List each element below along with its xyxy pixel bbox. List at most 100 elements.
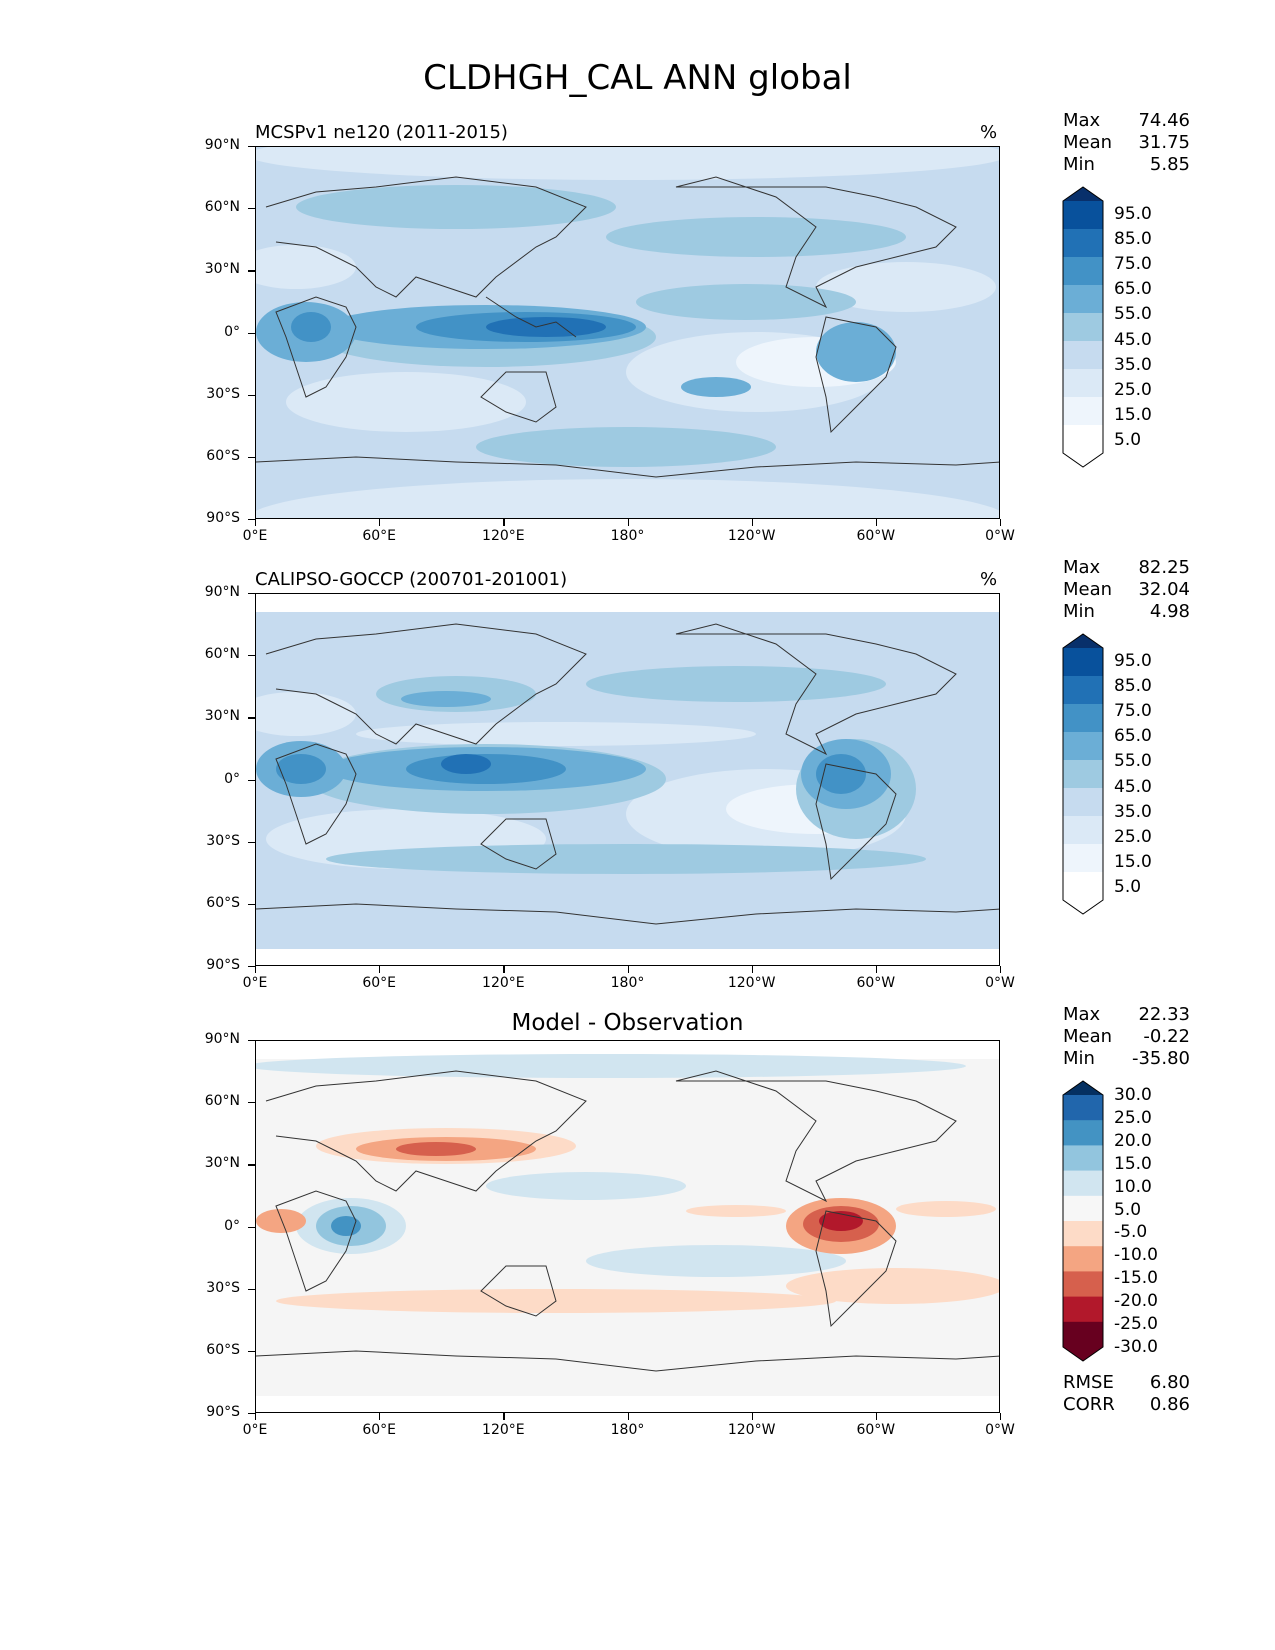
lon-tick-label: 0°W [985,528,1015,544]
colorbar-segment [1063,1170,1103,1197]
lat-tick [248,717,255,719]
lat-tick-label: 60°N [204,1093,240,1110]
lon-tick [875,1413,878,1420]
lon-tick [627,519,629,526]
stat-row: Max 22.33 [1063,1004,1190,1026]
stat-value: 6.80 [1149,1372,1190,1393]
stat-label: Min [1063,1048,1095,1069]
lon-tick-label: 120°E [482,1422,525,1438]
stat-value: -35.80 [1131,1048,1190,1069]
stats-box: Max 74.46 Mean 31.75 Min 5.85 [1063,110,1190,176]
colorbar-label: 65.0 [1114,279,1152,300]
colorbar-label: -15.0 [1114,1268,1158,1289]
colorbar-outline [1062,1080,1104,1362]
colorbar-label: 5.0 [1114,877,1142,898]
colorbar-segment [1063,313,1103,342]
stat-value: 74.46 [1138,110,1190,131]
lat-tick [248,1350,255,1353]
lon-tick-label: 120°W [727,528,776,544]
lon-tick-label: 60°E [362,975,396,991]
colorbar [1062,186,1104,468]
stat-row: Mean 32.04 [1063,579,1190,601]
colorbar-label: 95.0 [1114,203,1152,224]
colorbar-label: -5.0 [1114,1222,1148,1243]
colorbar-label: 55.0 [1114,751,1152,772]
lat-tick-label: 60°S [206,1341,240,1358]
lon-tick-label: 60°W [856,528,896,544]
lat-tick-label: 0° [224,770,240,787]
lat-tick-label: 90°S [206,957,240,973]
colorbar-segment [1063,1296,1103,1323]
colorbar-label: 75.0 [1114,254,1152,274]
stat-label: CORR [1063,1394,1115,1415]
stat-label: Max [1063,110,1101,131]
colorbar-label: -20.0 [1114,1291,1158,1312]
colorbar-label: -25.0 [1114,1314,1158,1335]
colorbar-segment [1063,285,1103,314]
lat-tick-label: 90°S [206,1404,240,1420]
colorbar-segment [1063,257,1103,286]
colorbar-segment [1063,397,1103,426]
colorbar-label: 55.0 [1114,304,1152,325]
lon-tick [379,519,381,526]
lat-tick-label: 30°N [204,708,240,725]
stat-label: Min [1063,601,1095,622]
lat-tick [248,456,255,459]
lon-tick-label: 60°E [362,1422,396,1438]
colorbar-label: 15.0 [1114,1153,1152,1174]
map-difference [255,1040,1000,1413]
observation-panel: CALIPSO-GOCCP (200701-201001) % [0,557,1275,1035]
stat-label: Mean [1063,579,1113,600]
stat-label: Max [1063,1004,1101,1025]
lat-tick [248,593,255,595]
stat-row: Min 5.85 [1063,154,1190,176]
colorbar-segment [1063,1095,1103,1121]
units-label: % [980,569,998,590]
stat-row: Max 74.46 [1063,110,1190,132]
lat-tick [248,270,255,272]
rmse-corr-box: RMSE 6.80 CORR 0.86 [1063,1372,1190,1416]
lat-tick [248,1413,255,1415]
colorbar-segment [1063,201,1103,230]
lon-tick [875,519,878,526]
lon-tick [751,1413,753,1420]
lat-tick-label: 90°N [204,137,240,153]
colorbar-extend-bottom [1063,453,1103,467]
stat-row: Min -35.80 [1063,1048,1190,1070]
stat-value: 32.04 [1138,579,1190,600]
colorbar-segment [1063,648,1103,677]
lat-tick [248,903,255,906]
colorbar-segment [1063,1246,1103,1272]
colorbar [1062,633,1104,915]
stat-row: CORR 0.86 [1063,1394,1190,1416]
colorbar-segment [1063,369,1103,398]
units-label: % [980,122,998,143]
colorbar-segment [1063,844,1103,873]
lon-tick [255,966,257,973]
colorbar-extend-top [1063,1081,1103,1095]
colorbar-extend-top [1063,187,1103,201]
lon-tick [255,1413,257,1420]
colorbar-label: 35.0 [1114,801,1152,822]
lat-tick-label: 30°N [204,1155,240,1172]
lat-tick [248,208,255,210]
map-model [255,146,1000,519]
stat-label: Max [1063,557,1101,578]
panel-title: Model - Observation [511,1010,744,1036]
map-canvas [256,147,999,518]
lat-tick-label: 90°N [204,584,240,600]
stat-value: -0.22 [1143,1026,1190,1047]
lon-tick [379,966,381,973]
lat-tick [248,655,255,657]
colorbar-outline [1062,186,1104,468]
colorbar-segment [1063,1120,1103,1146]
colorbar-segment [1063,676,1103,705]
lon-tick [751,966,753,973]
stat-row: RMSE 6.80 [1063,1372,1190,1394]
lat-tick [248,1040,255,1042]
lat-tick-label: 0° [224,1217,240,1234]
stat-label: Mean [1063,1026,1113,1047]
colorbar-label: 85.0 [1114,675,1152,696]
lat-tick [248,779,255,781]
colorbar-segment [1063,229,1103,258]
